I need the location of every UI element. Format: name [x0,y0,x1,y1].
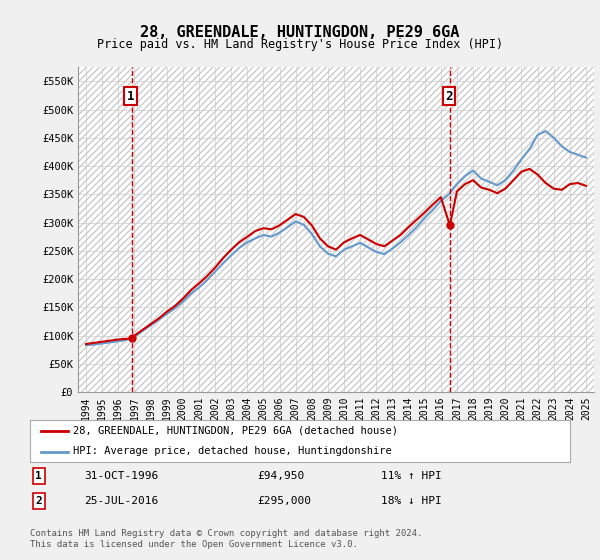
Text: 1: 1 [127,90,134,102]
Text: 18% ↓ HPI: 18% ↓ HPI [381,496,442,506]
Text: Contains HM Land Registry data © Crown copyright and database right 2024.
This d: Contains HM Land Registry data © Crown c… [30,529,422,549]
Text: 1: 1 [35,471,42,481]
Text: 2: 2 [35,496,42,506]
Text: 28, GREENDALE, HUNTINGDON, PE29 6GA: 28, GREENDALE, HUNTINGDON, PE29 6GA [140,25,460,40]
Text: £295,000: £295,000 [257,496,311,506]
Text: 28, GREENDALE, HUNTINGDON, PE29 6GA (detached house): 28, GREENDALE, HUNTINGDON, PE29 6GA (det… [73,426,398,436]
Text: 31-OCT-1996: 31-OCT-1996 [84,471,158,481]
Text: 2: 2 [445,90,452,102]
Text: 11% ↑ HPI: 11% ↑ HPI [381,471,442,481]
Text: £94,950: £94,950 [257,471,304,481]
Text: HPI: Average price, detached house, Huntingdonshire: HPI: Average price, detached house, Hunt… [73,446,392,456]
Text: Price paid vs. HM Land Registry's House Price Index (HPI): Price paid vs. HM Land Registry's House … [97,38,503,51]
Text: 25-JUL-2016: 25-JUL-2016 [84,496,158,506]
